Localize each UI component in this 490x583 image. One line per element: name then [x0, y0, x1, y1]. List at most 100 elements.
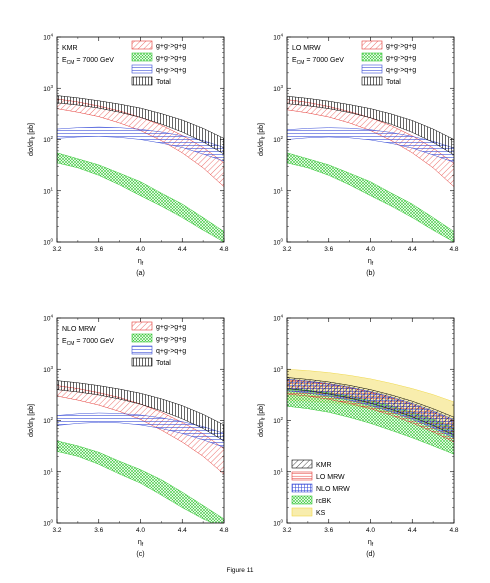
legend-swatch [361, 40, 383, 50]
y-tick-label: 101 [43, 467, 53, 476]
legend-label: Total [156, 79, 171, 86]
y-tick-label: 101 [43, 186, 53, 195]
series-band [287, 152, 454, 242]
legend-swatch [131, 76, 153, 86]
x-axis-label: ηf [138, 539, 144, 548]
x-tick-label: 4.8 [219, 527, 228, 534]
legend-label: g+g->g+g [386, 43, 416, 50]
legend-swatch [131, 333, 153, 343]
series-band [57, 152, 224, 242]
legend-swatch [291, 471, 313, 481]
x-tick-label: 3.2 [52, 527, 61, 534]
legend: g+g->g+g g+g->g+g q+g->q+g Total [361, 40, 416, 86]
legend-swatch [361, 76, 383, 86]
legend-swatch [131, 345, 153, 355]
x-axis-label: ηf [368, 258, 374, 267]
legend-label: NLO MRW [316, 486, 350, 493]
y-tick-label: 100 [273, 519, 283, 528]
legend-label: q+g->q+g [156, 67, 186, 74]
chart-panel: 100 101 102 103 104 3.2 3.6 4.0 4.4 4.8 ηf dσ/dηf [… [258, 33, 459, 278]
chart-panel: 100 101 102 103 104 3.2 3.6 4.0 4.4 4.8 ηf dσ/dηf [… [258, 314, 459, 559]
legend-swatch [131, 52, 153, 62]
y-tick-label: 103 [273, 365, 283, 374]
x-tick-label: 3.2 [282, 246, 291, 253]
x-tick-label: 3.2 [282, 527, 291, 534]
series-band [287, 95, 454, 156]
y-tick-label: 104 [273, 33, 283, 42]
y-axis-label: dσ/dηf [pb] [28, 123, 37, 156]
panel-label: (d) [366, 551, 375, 558]
legend-label: g+g->g+g [386, 55, 416, 62]
model-annotation: NLO MRW [62, 326, 96, 333]
legend-label: rcBK [316, 498, 332, 505]
y-tick-label: 103 [43, 365, 53, 374]
legend-label: KMR [316, 462, 332, 469]
y-tick-label: 103 [273, 84, 283, 93]
series-band [57, 440, 224, 523]
legend-swatch [131, 64, 153, 74]
x-tick-label: 4.8 [219, 246, 228, 253]
legend-label: g+g->g+g [156, 324, 186, 331]
legend-label: g+g->g+g [156, 55, 186, 62]
x-tick-label: 3.2 [52, 246, 61, 253]
y-axis-label: dσ/dηf [pb] [258, 123, 267, 156]
legend-swatch [131, 357, 153, 367]
legend-label: Total [386, 79, 401, 86]
series-band [287, 377, 454, 436]
x-tick-label: 3.6 [94, 527, 103, 534]
legend-swatch [361, 64, 383, 74]
series-band [287, 127, 454, 163]
x-axis-label: ηf [368, 539, 374, 548]
y-tick-label: 102 [43, 416, 53, 425]
y-tick-label: 102 [273, 416, 283, 425]
x-tick-label: 4.0 [136, 246, 145, 253]
y-axis-label: dσ/dηf [pb] [258, 404, 267, 437]
legend: KMR LO MRW NLO MRW rcBK KS [291, 459, 350, 517]
legend-label: Total [156, 360, 171, 367]
series-band [57, 380, 224, 442]
x-tick-label: 4.4 [408, 527, 417, 534]
legend: g+g->g+g g+g->g+g q+g->q+g Total [131, 40, 186, 86]
model-annotation: KMR [62, 45, 78, 52]
x-tick-label: 3.6 [324, 246, 333, 253]
x-tick-label: 3.6 [94, 246, 103, 253]
series-band [57, 126, 224, 162]
legend-label: KS [316, 510, 326, 517]
legend-swatch [291, 483, 313, 493]
legend-label: q+g->q+g [156, 348, 186, 355]
x-tick-label: 4.8 [449, 246, 458, 253]
legend-label: g+g->g+g [156, 336, 186, 343]
legend-swatch [291, 459, 313, 469]
y-axis-label: dσ/dηf [pb] [28, 404, 37, 437]
chart-panel: 100 101 102 103 104 3.2 3.6 4.0 4.4 4.8 ηf dσ/dηf [… [28, 33, 229, 278]
y-tick-label: 101 [273, 467, 283, 476]
legend-label: g+g->g+g [156, 43, 186, 50]
y-tick-label: 102 [43, 135, 53, 144]
x-tick-label: 4.8 [449, 527, 458, 534]
legend-label: LO MRW [316, 474, 345, 481]
y-tick-label: 104 [43, 33, 53, 42]
y-tick-label: 100 [43, 238, 53, 247]
panel-label: (c) [136, 551, 144, 558]
series-band [57, 95, 224, 155]
y-tick-label: 101 [273, 186, 283, 195]
x-tick-label: 4.4 [408, 246, 417, 253]
x-tick-label: 4.0 [136, 527, 145, 534]
model-annotation: LO MRW [292, 45, 321, 52]
series-band [57, 412, 224, 448]
legend-swatch [361, 52, 383, 62]
y-tick-label: 100 [273, 238, 283, 247]
x-axis-label: ηf [138, 258, 144, 267]
x-tick-label: 4.0 [366, 246, 375, 253]
y-tick-label: 104 [43, 314, 53, 323]
x-tick-label: 4.4 [178, 246, 187, 253]
legend-label: q+g->q+g [386, 67, 416, 74]
panel-label: (b) [366, 270, 375, 277]
figure-caption: Figure 11 [227, 567, 254, 574]
energy-annotation: ECM = 7000 GeV [62, 57, 114, 66]
legend: g+g->g+g g+g->g+g q+g->q+g Total [131, 321, 186, 367]
legend-swatch [291, 507, 313, 517]
y-tick-label: 102 [273, 135, 283, 144]
legend-swatch [131, 321, 153, 331]
